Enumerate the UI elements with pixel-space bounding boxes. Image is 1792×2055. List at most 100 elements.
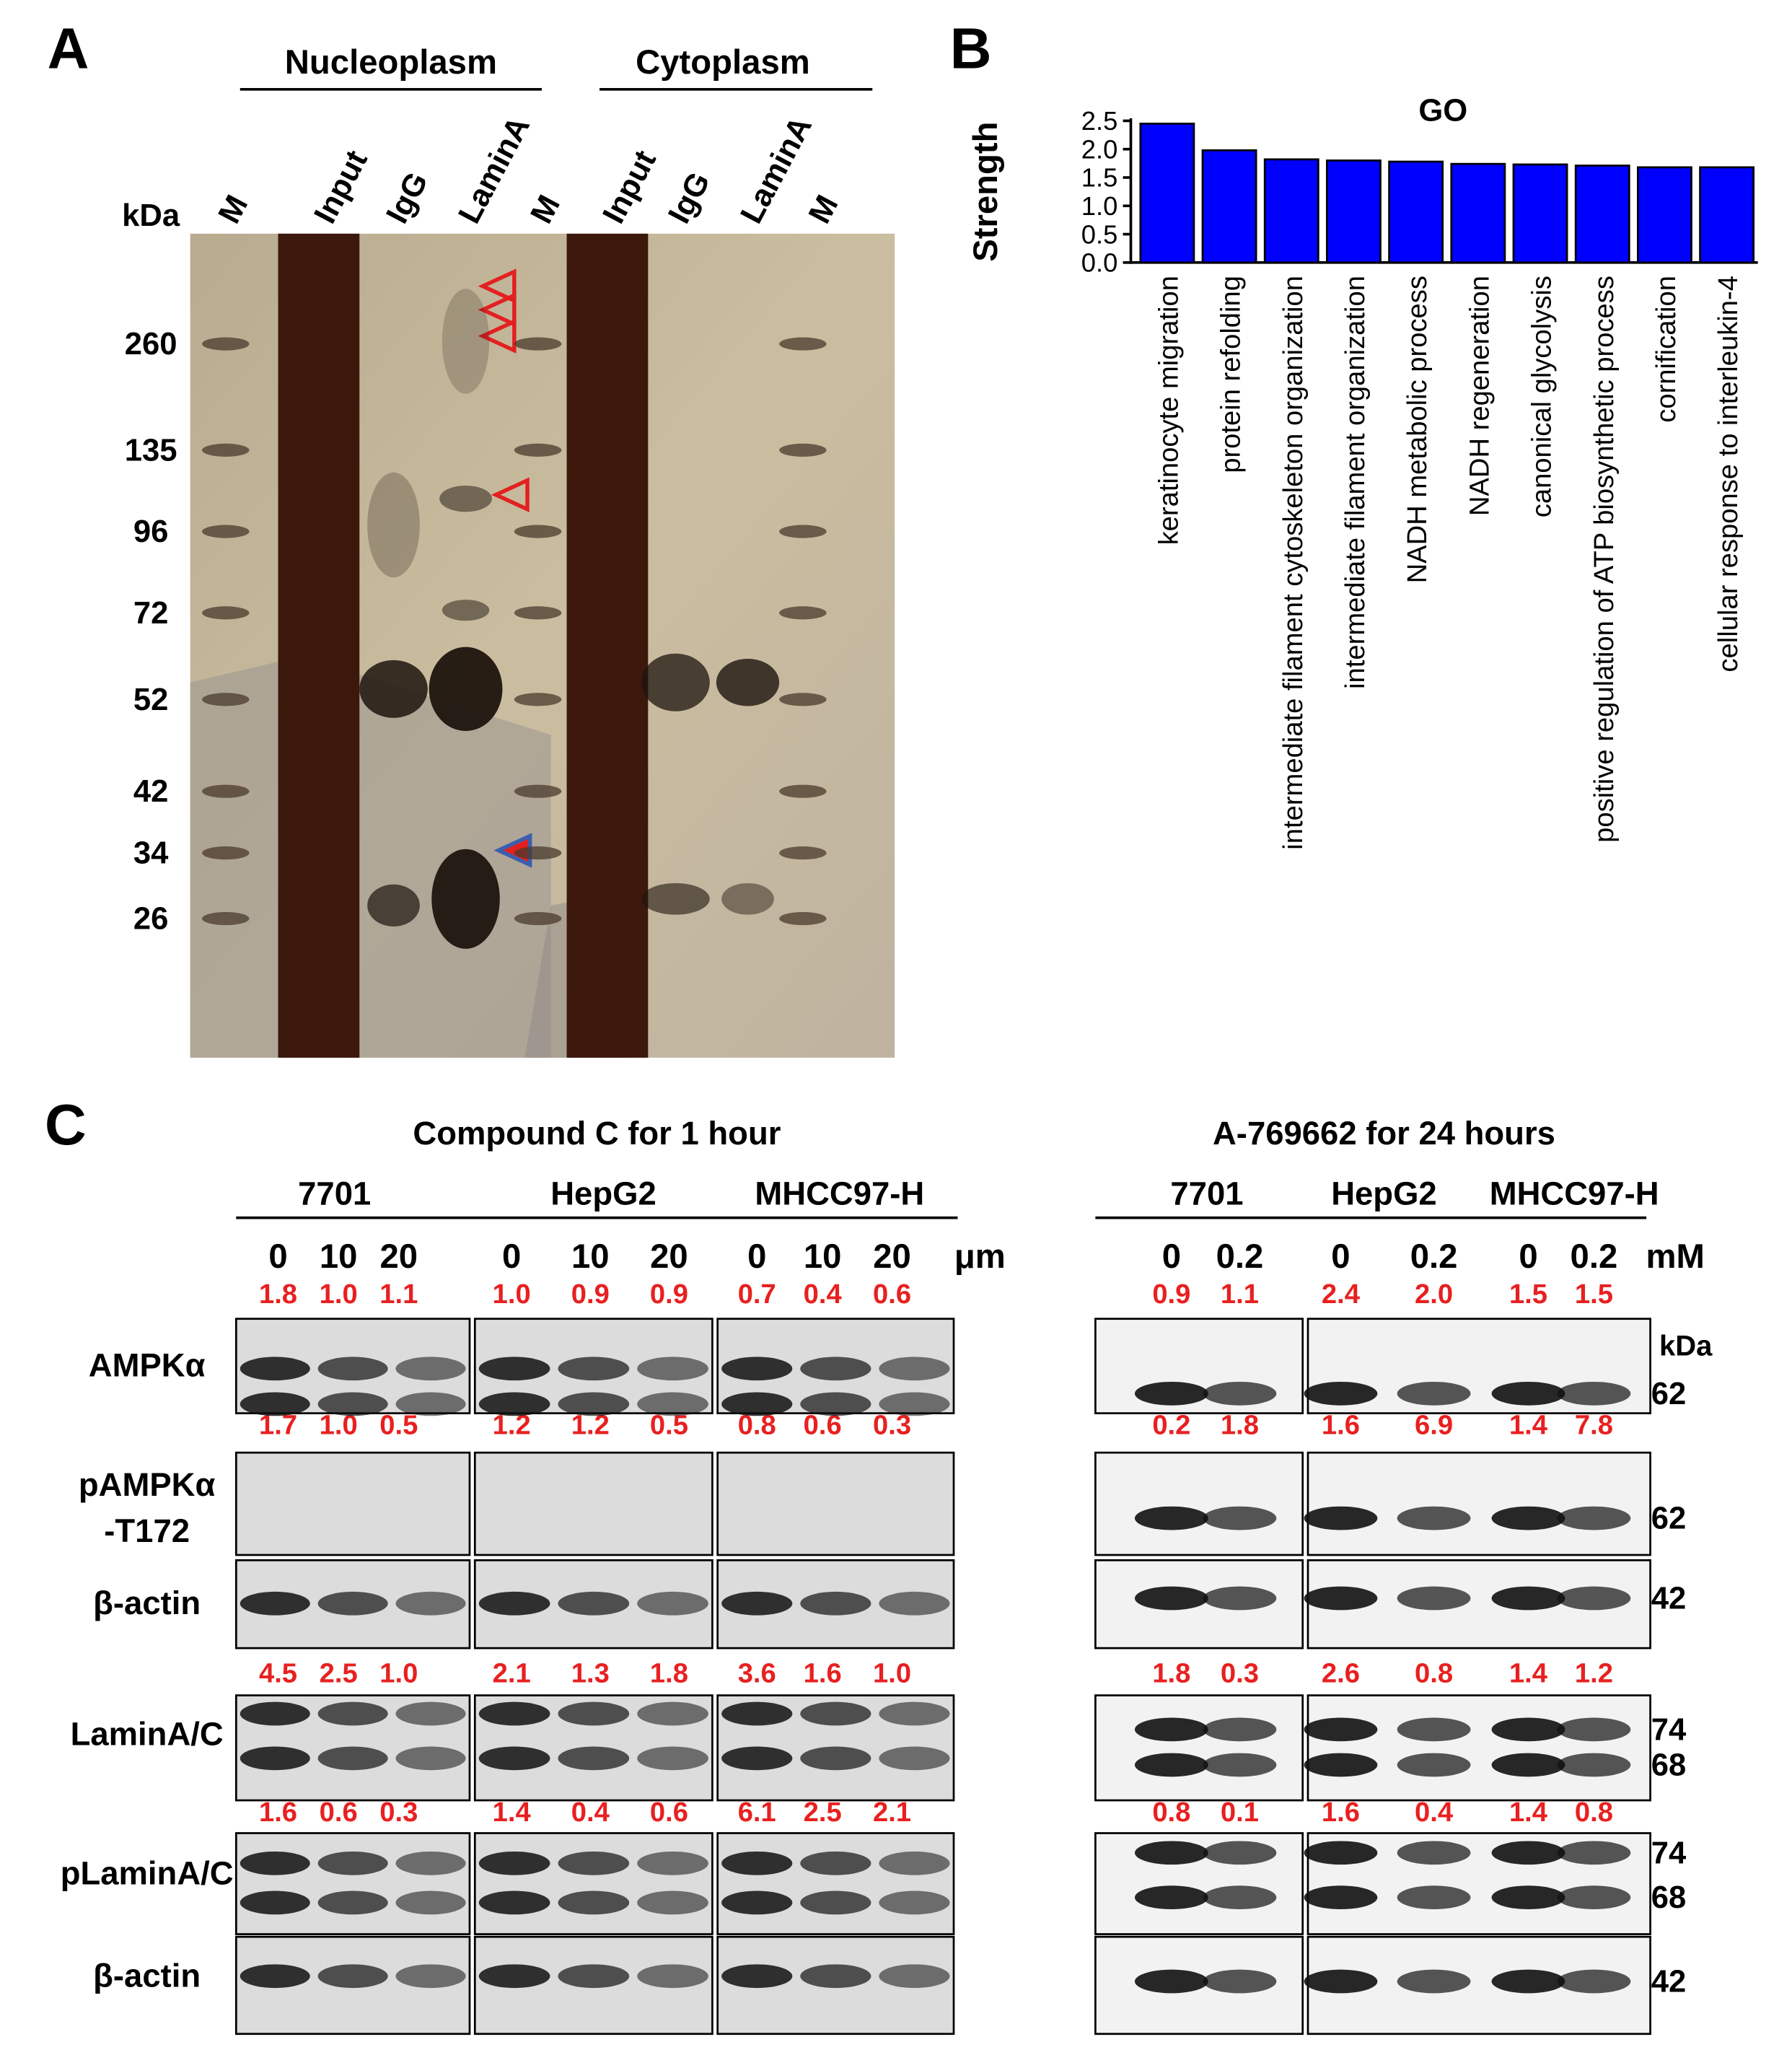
blot [234, 1832, 471, 1935]
x-tick-label: cellular response to interleukin-4 [1713, 276, 1744, 672]
quantification: 2.5 [320, 1657, 358, 1688]
quantification: 1.8 [1152, 1657, 1190, 1688]
blot-band [395, 1357, 466, 1381]
marker-band [202, 693, 250, 706]
marker-label: 260 [125, 326, 177, 362]
quantification: 1.4 [493, 1797, 532, 1828]
kda-label: 68 [1651, 1880, 1687, 1915]
dose: 0 [1162, 1237, 1181, 1276]
kda-label: 74 [1651, 1835, 1687, 1870]
blot-band [478, 1746, 550, 1771]
panel-letter: A [48, 17, 89, 81]
blot-band [800, 1357, 871, 1381]
treatment-title: A-769662 for 24 hours [1213, 1115, 1555, 1152]
dose: 0 [1331, 1237, 1350, 1276]
blot-band [637, 1964, 708, 1989]
blot-band [1203, 1969, 1277, 1994]
blot-band [395, 1964, 466, 1989]
dose: 10 [804, 1237, 842, 1276]
marker-band [779, 911, 827, 926]
marker-band [779, 337, 827, 351]
dose: 10 [320, 1237, 358, 1276]
blot [716, 1832, 955, 1935]
marker-band [779, 784, 827, 798]
quantification: 0.5 [379, 1410, 418, 1441]
quantification: 4.5 [259, 1657, 297, 1688]
blot-band [317, 1357, 388, 1381]
protein-band [367, 472, 420, 578]
y-axis-label: Strength [967, 121, 1005, 261]
blot-band [1397, 1841, 1471, 1865]
group-label: Cytoplasm [636, 43, 810, 82]
row-label: β-actin [93, 1957, 201, 1994]
blot-band [317, 1746, 388, 1771]
marker-band [514, 606, 562, 620]
quantification: 7.8 [1575, 1410, 1613, 1441]
blot-band [879, 1851, 950, 1875]
protein-band [439, 485, 492, 512]
y-tick-label: 0.5 [1081, 219, 1118, 249]
blot-band [1557, 1506, 1631, 1530]
group-label: Nucleoplasm [285, 43, 497, 82]
panel-letter: B [950, 17, 992, 81]
y-tick-label: 1.0 [1081, 191, 1118, 221]
blot-band [478, 1591, 550, 1616]
blot-band [721, 1701, 793, 1726]
lane-label: M [211, 190, 255, 229]
quantification: 1.2 [1575, 1657, 1613, 1688]
blot-band [395, 1591, 466, 1616]
blot-band [558, 1357, 630, 1381]
quantification: 0.3 [379, 1797, 418, 1828]
dose: 0.2 [1216, 1237, 1264, 1276]
blot-band [637, 1392, 708, 1416]
blot-band [240, 1746, 310, 1771]
x-tick-label: protein refolding [1216, 276, 1247, 473]
marker-label: 34 [133, 836, 169, 871]
blot-band [1134, 1717, 1208, 1742]
quantification: 0.4 [1415, 1797, 1454, 1828]
quantification: 1.6 [1322, 1410, 1360, 1441]
blot-band [879, 1701, 950, 1726]
cell-line: HepG2 [550, 1175, 656, 1211]
dose: 0 [1519, 1237, 1537, 1276]
lane-label: M [801, 190, 845, 229]
lane-label: M [524, 190, 567, 229]
quantification: 2.6 [1322, 1657, 1360, 1688]
dose: 20 [873, 1237, 911, 1276]
marker-band [514, 525, 562, 538]
blot-band [1397, 1381, 1471, 1406]
blot-band [1397, 1586, 1471, 1611]
quantification: 1.5 [1509, 1279, 1547, 1310]
quantification: 1.1 [379, 1279, 418, 1310]
quantification: 0.8 [1415, 1657, 1453, 1688]
quantification: 0.2 [1152, 1410, 1190, 1441]
quantification: 1.6 [259, 1797, 297, 1828]
blot-band [637, 1357, 708, 1381]
blot-band [1557, 1586, 1631, 1611]
dose: 0 [502, 1237, 521, 1276]
cell-line: 7701 [298, 1175, 371, 1211]
blot-band [879, 1890, 950, 1915]
blot-band [879, 1964, 950, 1989]
blot-band [1397, 1717, 1471, 1742]
marker-band [514, 693, 562, 706]
protein-band [721, 882, 774, 915]
bar [1637, 166, 1692, 264]
blot-band [1203, 1717, 1277, 1742]
marker-band [779, 606, 827, 620]
arrowhead [478, 292, 517, 328]
blot-band [1134, 1753, 1208, 1777]
marker-band [202, 784, 250, 798]
marker-band [202, 606, 250, 620]
kda-label: 68 [1651, 1748, 1687, 1783]
blot-band [800, 1746, 871, 1771]
panel-letter: C [45, 1092, 87, 1157]
blot-band [1397, 1885, 1471, 1909]
marker-label: 52 [133, 682, 169, 717]
blot-band [558, 1701, 630, 1726]
quantification: 1.6 [1322, 1797, 1360, 1828]
marker-band [779, 846, 827, 860]
blot-band [1304, 1969, 1378, 1994]
marker-band [202, 443, 250, 457]
blot-band [478, 1357, 550, 1381]
